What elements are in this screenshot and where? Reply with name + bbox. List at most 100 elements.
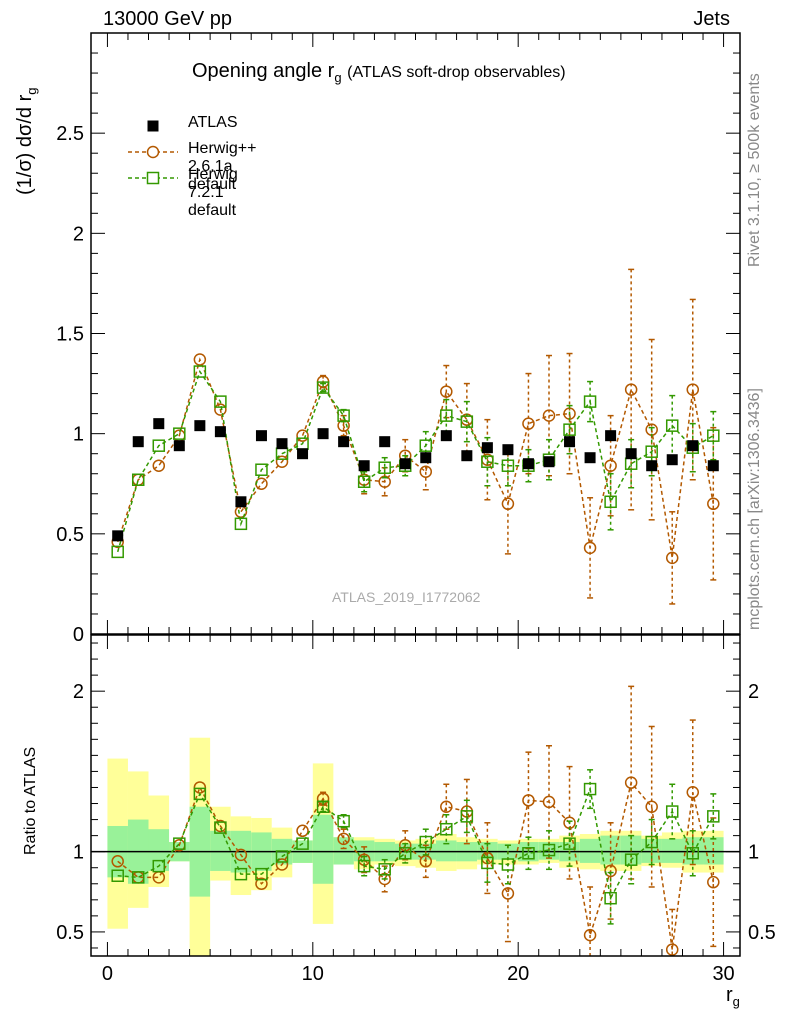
atlas-data-point bbox=[605, 430, 617, 442]
x-axis-label-sub: g bbox=[732, 994, 740, 1009]
atlas-data-point bbox=[481, 442, 493, 454]
ratio-herwigpp-point bbox=[522, 794, 535, 807]
atlas-data-point bbox=[276, 438, 288, 450]
analysis-watermark: ATLAS_2019_I1772062 bbox=[332, 589, 481, 605]
herwigpp-point bbox=[214, 403, 227, 416]
ratio-herwigpp-point bbox=[255, 877, 268, 891]
ratio-herwig7-point bbox=[645, 835, 658, 849]
ratio-herwigpp-point bbox=[583, 928, 597, 942]
band-inner-bin bbox=[600, 835, 621, 865]
band-inner-bin bbox=[579, 838, 601, 863]
atlas-data-point bbox=[564, 436, 576, 448]
ratio-herwigpp-point bbox=[111, 855, 124, 868]
legend-label-herwig7: Herwig 7.2.1 default bbox=[188, 166, 238, 219]
ratio-herwigpp-point bbox=[665, 943, 679, 956]
ratio-herwig7-point bbox=[440, 822, 453, 836]
herwig7-point bbox=[460, 415, 474, 428]
herwigpp-point bbox=[419, 465, 433, 478]
atlas-data-point bbox=[687, 440, 699, 452]
atlas-data-point bbox=[666, 454, 678, 466]
herwigpp-point bbox=[522, 417, 535, 430]
ratio-herwig7-point bbox=[707, 810, 720, 823]
herwigpp-point bbox=[152, 459, 166, 472]
x-tick-label: 10 bbox=[302, 963, 324, 985]
ratio-herwig7-point bbox=[275, 850, 289, 863]
ratio-herwigpp-point bbox=[296, 824, 309, 838]
ratio-herwig7-point bbox=[501, 858, 515, 871]
atlas-data-point bbox=[297, 448, 309, 460]
herwigpp-point bbox=[542, 409, 556, 422]
legend-marker-atlas bbox=[147, 120, 159, 132]
atlas-data-point bbox=[132, 436, 144, 448]
ratio-y-tick-label-right: 2 bbox=[748, 681, 759, 703]
main-y-axis-label-sub: g bbox=[24, 87, 39, 95]
herwig7-point bbox=[481, 455, 494, 468]
main-y-tick-label: 0.5 bbox=[56, 524, 84, 546]
herwig7-line bbox=[116, 369, 714, 553]
x-tick-label: 20 bbox=[507, 963, 529, 985]
ratio-herwig7-point bbox=[522, 847, 535, 860]
atlas-data-point bbox=[625, 448, 637, 460]
herwig7-point bbox=[501, 459, 515, 472]
ratio-herwig7-point bbox=[173, 837, 186, 850]
herwigpp-point bbox=[255, 477, 268, 490]
atlas-data-point bbox=[255, 430, 267, 442]
atlas-data-point bbox=[420, 452, 432, 464]
legend-marker-herwigpp bbox=[146, 145, 160, 159]
ratio-herwig7-point bbox=[419, 835, 433, 849]
herwig7-point bbox=[234, 517, 248, 531]
herwig7-point bbox=[583, 395, 597, 408]
atlas-data-point bbox=[461, 450, 473, 462]
atlas-data-point bbox=[112, 530, 124, 542]
ratio-herwig7-point bbox=[481, 856, 494, 870]
x-axis-label-text: r bbox=[726, 984, 733, 1006]
herwigpp-point bbox=[665, 551, 679, 565]
ratio-herwigpp-point bbox=[604, 864, 617, 878]
atlas-data-point bbox=[543, 456, 555, 468]
ratio-herwigpp-point bbox=[501, 887, 515, 900]
atlas-data-point bbox=[522, 458, 534, 470]
ratio-herwigpp-point bbox=[624, 776, 638, 789]
band-inner-bin bbox=[661, 838, 683, 863]
atlas-data-point bbox=[358, 460, 370, 472]
herwigpp-point bbox=[296, 429, 309, 442]
ratio-y-tick-label-left: 2 bbox=[73, 681, 84, 703]
main-y-tick-label: 2.5 bbox=[56, 123, 84, 145]
herwig7-point bbox=[440, 409, 453, 422]
ratio-y-tick-label-left: 1 bbox=[73, 842, 84, 864]
x-tick-label: 30 bbox=[712, 963, 734, 985]
herwigpp-point bbox=[583, 541, 597, 555]
ratio-herwigpp-point bbox=[440, 800, 453, 813]
main-y-axis-label: (1/σ) dσ/d rg bbox=[14, 88, 39, 196]
herwig7-point bbox=[419, 439, 433, 452]
legend-marker-herwig7 bbox=[146, 171, 160, 185]
axes-ticks: 0 10 20 30 0 0.5 1 1.5 2 2.5 0.5 0.5 1 1 2 2 bbox=[56, 32, 776, 985]
header-process: 13000 GeV pp bbox=[103, 8, 232, 30]
ratio-herwig7-point bbox=[255, 867, 268, 881]
atlas-data-point bbox=[317, 428, 329, 440]
atlas-data-point bbox=[440, 430, 452, 442]
rivet-version-label: Rivet 3.1.10, ≥ 500k events bbox=[746, 73, 763, 267]
main-y-tick-label: 1 bbox=[73, 424, 84, 446]
atlas-data-point bbox=[194, 420, 206, 432]
ratio-herwigpp-point bbox=[707, 875, 720, 889]
main-title-text: Opening angle r bbox=[192, 60, 335, 82]
atlas-data-point bbox=[399, 458, 411, 470]
ratio-herwigpp-point bbox=[234, 848, 248, 862]
herwig7-point bbox=[173, 427, 186, 440]
ratio-herwigpp-point bbox=[337, 832, 350, 846]
legend-markers bbox=[128, 120, 178, 185]
ratio-herwig7-point bbox=[542, 843, 556, 857]
ratio-herwigpp-point bbox=[542, 795, 556, 809]
ratio-series-group bbox=[111, 685, 720, 956]
ratio-y-tick-label-right: 1 bbox=[748, 842, 759, 864]
band-inner-bin bbox=[148, 829, 170, 871]
atlas-data-point bbox=[235, 496, 247, 508]
ratio-herwigpp-point bbox=[419, 855, 433, 868]
ratio-herwig7-point bbox=[604, 891, 617, 905]
ratio-herwigpp-line bbox=[117, 781, 715, 950]
herwigpp-point bbox=[707, 497, 720, 511]
ratio-herwig7-point bbox=[357, 859, 371, 873]
ratio-herwig7-point bbox=[378, 863, 391, 876]
